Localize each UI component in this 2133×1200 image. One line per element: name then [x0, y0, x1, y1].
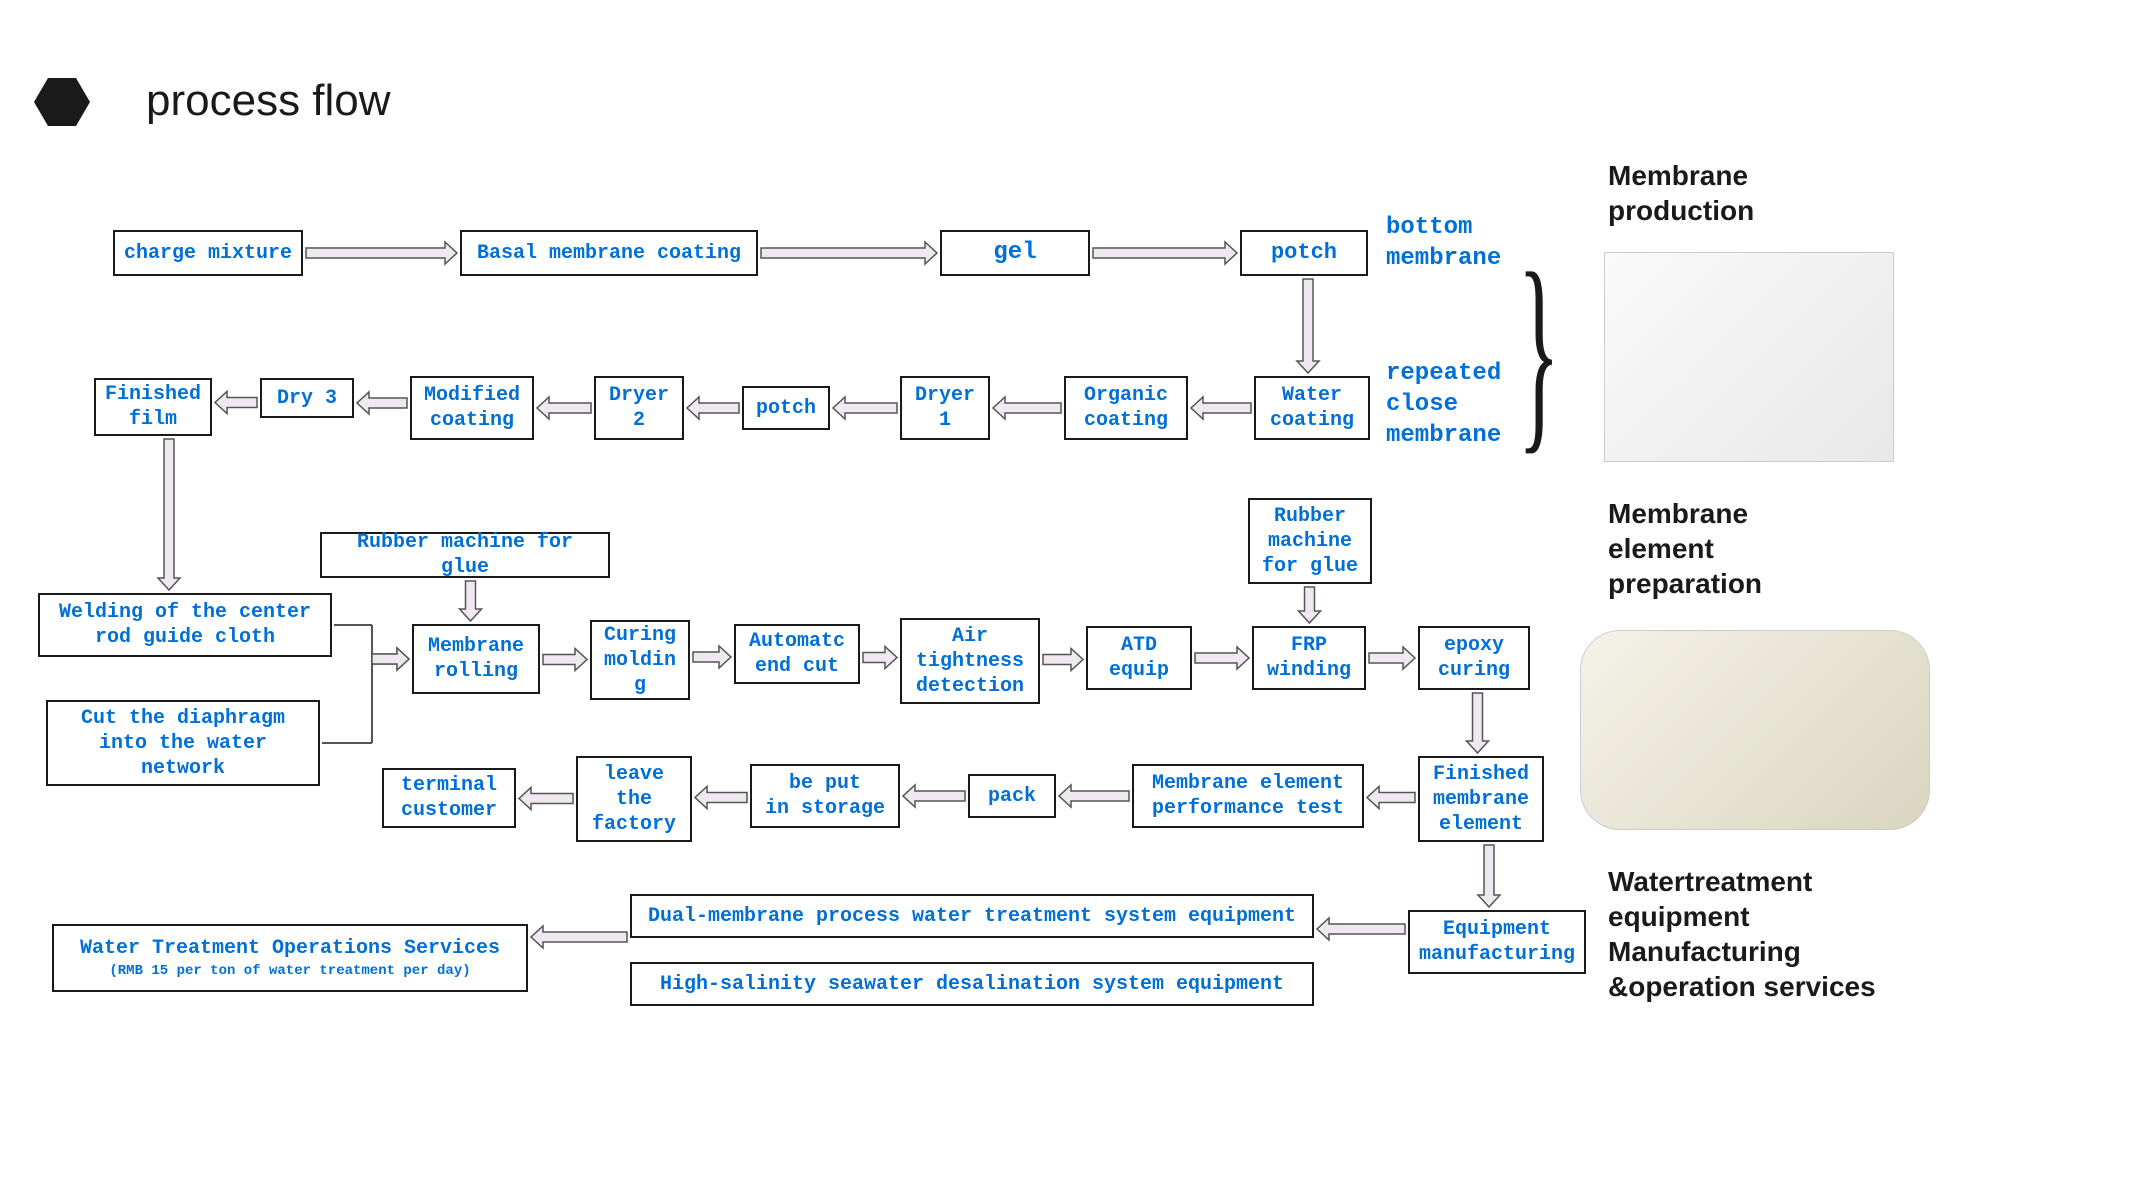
- node-charge-mixture: charge mixture: [113, 230, 303, 276]
- node-leave-factory: leave the factory: [576, 756, 692, 842]
- node-air-tightness: Air tightness detection: [900, 618, 1040, 704]
- node-cut-diaphragm: Cut the diaphragm into the water network: [46, 700, 320, 786]
- node-gel: gel: [940, 230, 1090, 276]
- node-potch1: potch: [1240, 230, 1368, 276]
- node-membrane-rolling: Membrane rolling: [412, 624, 540, 694]
- node-dual-membrane: Dual-membrane process water treatment sy…: [630, 894, 1314, 938]
- node-modified-coating: Modified coating: [410, 376, 534, 440]
- side-heading-1: Membrane production: [1608, 158, 1754, 228]
- node-organic-coating: Organic coating: [1064, 376, 1188, 440]
- node-frp-winding: FRP winding: [1252, 626, 1366, 690]
- node-basal-coating: Basal membrane coating: [460, 230, 758, 276]
- node-pack: pack: [968, 774, 1056, 818]
- node-epoxy-curing: epoxy curing: [1418, 626, 1530, 690]
- node-atd-equip: ATD equip: [1086, 626, 1192, 690]
- image-membrane-element: [1580, 630, 1930, 830]
- node-water-coating: Water coating: [1254, 376, 1370, 440]
- side-heading-3: Watertreatment equipment Manufacturing &…: [1608, 864, 1876, 1004]
- brace-icon: }: [1518, 240, 1560, 460]
- node-finished-element: Finished membrane element: [1418, 756, 1544, 842]
- node-finished-film: Finished film: [94, 378, 212, 436]
- node-perf-test: Membrane element performance test: [1132, 764, 1364, 828]
- node-dryer1: Dryer 1: [900, 376, 990, 440]
- page-title: process flow: [146, 76, 391, 126]
- node-dry3: Dry 3: [260, 378, 354, 418]
- node-storage: be put in storage: [750, 764, 900, 828]
- node-curing-molding: Curing moldin g: [590, 620, 690, 700]
- image-membrane-roll: [1604, 252, 1894, 462]
- label-bottom-membrane: bottom membrane: [1386, 212, 1501, 274]
- node-rubber-glue2: Rubber machine for glue: [1248, 498, 1372, 584]
- label-repeated-close: repeated close membrane: [1386, 358, 1501, 452]
- node-high-salinity: High-salinity seawater desalination syst…: [630, 962, 1314, 1006]
- node-welding: Welding of the center rod guide cloth: [38, 593, 332, 657]
- node-rubber-glue1: Rubber machine for glue: [320, 532, 610, 578]
- hexagon-bullet-icon: [34, 78, 90, 126]
- node-wt-ops: Water Treatment Operations Services(RMB …: [52, 924, 528, 992]
- node-dryer2: Dryer 2: [594, 376, 684, 440]
- node-potch2: potch: [742, 386, 830, 430]
- node-auto-end-cut: Automatc end cut: [734, 624, 860, 684]
- node-terminal-customer: terminal customer: [382, 768, 516, 828]
- side-heading-2: Membrane element preparation: [1608, 496, 1762, 601]
- node-equip-mfg: Equipment manufacturing: [1408, 910, 1586, 974]
